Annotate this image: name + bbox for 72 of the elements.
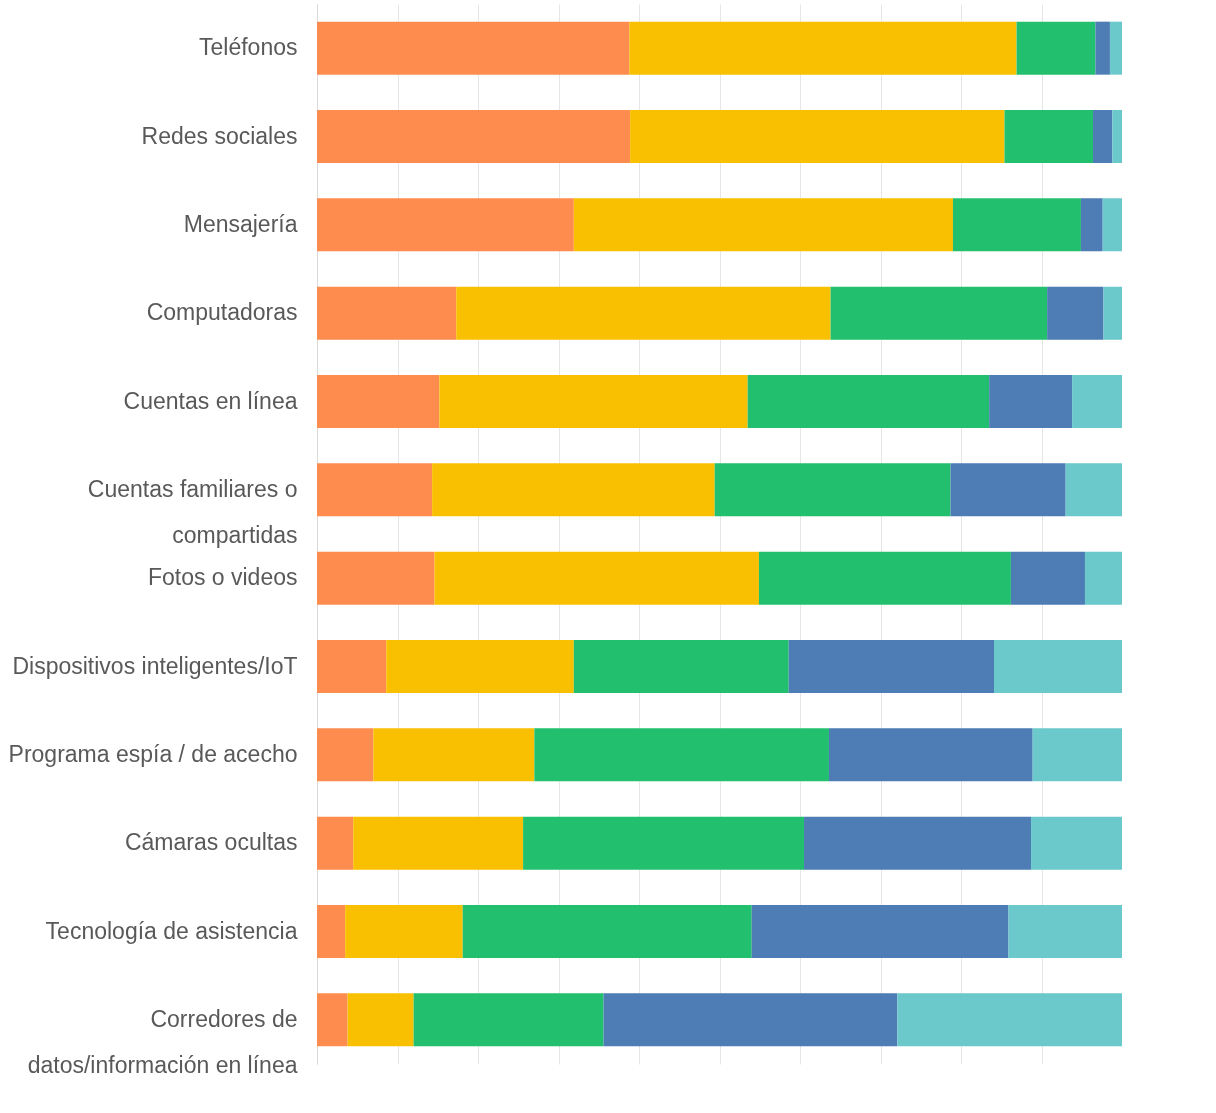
bar [573,640,789,693]
bar [317,286,457,340]
bar [828,728,1033,782]
bar [897,993,1122,1047]
bar [1093,110,1113,163]
bar [317,551,435,605]
bar [373,728,535,782]
bar [989,375,1073,428]
bar [629,21,1017,75]
bar [952,198,1081,252]
bar [1065,463,1122,517]
bar [523,816,805,870]
bar [1102,198,1122,252]
y-tick-label: Dispositivos inteligentes/IoT [12,652,298,679]
bar [317,110,631,163]
y-tick-label: Cuentas familiares o compartidas [87,475,298,548]
bar [1016,21,1096,75]
bar [630,110,1005,163]
bar [317,993,348,1047]
bar [1072,375,1122,428]
bar [751,905,1009,958]
bar [317,21,630,75]
y-tick-label: Cámaras ocultas [124,829,298,856]
bar [317,198,574,252]
bar [603,993,898,1047]
bar [714,463,951,517]
bar [758,551,1011,605]
y-tick-label: Programa espía / de acecho [8,740,298,767]
y-tick-label: Cuentas en línea [123,387,298,414]
bar [317,463,433,517]
y-tick-label: Teléfonos [199,34,298,61]
bar [747,375,990,428]
bar [456,286,831,340]
bar [347,993,414,1047]
bar [1010,551,1085,605]
bar [317,640,387,693]
bar [413,993,604,1047]
bar [317,816,354,870]
bar [1084,551,1122,605]
bar [994,640,1122,693]
bar [462,905,752,958]
bar [345,905,463,958]
bar [950,463,1066,517]
bar [1109,21,1122,75]
bar [1032,728,1122,782]
bar [317,375,440,428]
bar [1047,286,1104,340]
bar [434,551,759,605]
y-tick-label: Mensajería [183,210,298,237]
y-tick-label: Redes sociales [141,122,298,149]
bar [573,198,953,252]
bar [317,728,374,782]
bar [1112,110,1122,163]
bar [353,816,524,870]
bar [317,905,346,958]
bar [1080,198,1103,252]
bar [1004,110,1094,163]
y-tick-label: Tecnología de asistencia [45,917,298,944]
bar [788,640,995,693]
bar [1031,816,1122,870]
bar [804,816,1032,870]
bar [1103,286,1122,340]
y-tick-label: Fotos o videos [147,564,298,591]
bar [439,375,748,428]
bar [830,286,1048,340]
y-tick-label: Corredores de datos/información en línea [27,1005,298,1078]
bar [386,640,574,693]
bar [432,463,715,517]
bar [1008,905,1122,958]
bar [1095,21,1110,75]
y-tick-label: Computadoras [146,299,298,326]
bar [534,728,829,782]
